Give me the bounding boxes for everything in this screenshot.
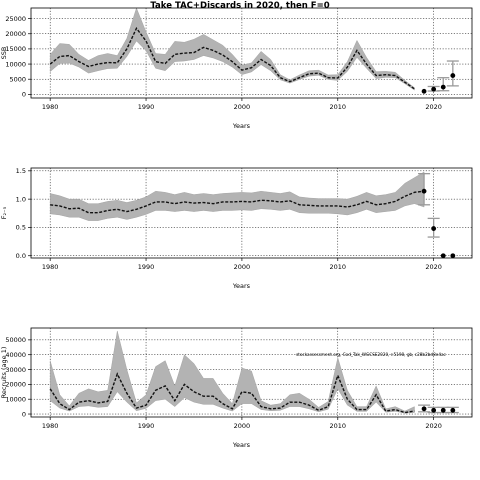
ssb-y-tick-label: 5000 [9, 76, 26, 84]
recruitment-estimate-line [49, 372, 415, 414]
recruitment-x-tick-label: 2010 [330, 422, 347, 430]
f-estimate-line [50, 190, 425, 214]
ssb-projection-point [431, 86, 437, 92]
f-y-tick-label: 1.0 [16, 195, 26, 203]
ssb-y-tick-label: 25000 [5, 15, 26, 23]
recruitment-projection [418, 404, 459, 414]
ssb-y-tick-label: 10000 [5, 60, 26, 68]
f-x-tick-label: 2000 [234, 263, 251, 271]
recruitment-projection-point [450, 407, 456, 413]
ssb-x-tick-label: 2000 [234, 103, 251, 111]
recruitment-projection-point [421, 406, 427, 412]
recruitment-x-ticks: 1980 1990 2000 2010 2020 [42, 417, 442, 430]
f-x-tick-label: 2020 [425, 263, 442, 271]
ssb-projection-point [440, 84, 446, 90]
recruitment-projection-point [440, 407, 446, 413]
recruitment-x-axis-label: Years [232, 441, 251, 449]
recruitment-confidence-band [49, 330, 415, 414]
ssb-confidence-band [49, 7, 415, 91]
recruitment-panel: 1980 1990 2000 2010 2020 0 10000 20000 30000 400… [0, 327, 473, 449]
f-x-ticks: 1980 1990 2000 2010 2020 [42, 258, 442, 271]
recruitment-projection-point [431, 407, 437, 413]
f-projection-point [450, 253, 456, 259]
ssb-projection [421, 60, 459, 94]
stockassessment-watermark: stockassessment.org, Cod_Tak_WGCSE2020, … [296, 352, 447, 357]
recruitment-x-tick-label: 2000 [234, 422, 251, 430]
ssb-x-ticks: 1980 1990 2000 2010 2020 [42, 98, 442, 111]
ssb-projection-point [450, 73, 456, 78]
ssb-x-tick-label: 1990 [138, 103, 155, 111]
ssb-x-tick-label: 2020 [425, 103, 442, 111]
ssb-y-axis-label: SSB [0, 47, 8, 60]
f-projection-point [421, 188, 427, 194]
recruitment-band-area [49, 330, 415, 414]
recruitment-y-tick-label: 0 [22, 410, 26, 418]
recruitment-x-tick-label: 2020 [425, 422, 442, 430]
f-panel: 1980 1990 2000 2010 2020 0.00.51.01.5 Years … [0, 167, 473, 290]
f-x-axis-label: Years [232, 282, 251, 290]
f-x-tick-label: 2010 [330, 263, 347, 271]
ssb-estimate-line [49, 26, 415, 90]
recruitment-y-tick-label: 50000 [5, 336, 26, 344]
ssb-band-area [49, 7, 415, 91]
ssb-estimate-series [49, 26, 415, 90]
f-y-tick-label: 0.0 [16, 252, 26, 260]
f-estimate-series [50, 190, 425, 214]
f-projection-point [440, 253, 446, 259]
f-y-tick-label: 1.5 [16, 167, 26, 175]
f-x-tick-label: 1990 [138, 263, 155, 271]
ssb-panel: 1980 1990 2000 2010 2020 0 5000 10000 15000 2000… [0, 7, 473, 130]
f-projection [418, 173, 456, 259]
recruitment-estimate-series [49, 372, 415, 414]
recruitment-y-ticks: 0 10000 20000 30000 40000 50000 [5, 336, 31, 418]
ssb-y-ticks: 0 5000 10000 15000 20000 25000 [5, 15, 31, 99]
ssb-y-tick-label: 20000 [5, 30, 26, 38]
ssb-projection-point [421, 88, 427, 94]
f-projection-point [431, 226, 437, 231]
recruitment-x-tick-label: 1980 [42, 422, 59, 430]
ssb-y-tick-label: 15000 [5, 45, 26, 53]
recruitment-y-tick-label: 40000 [5, 351, 26, 359]
figure-title: Take TAC+Discards in 2020, then F=0 [150, 1, 329, 11]
recruitment-y-axis-label: Recruits (age 1) [0, 347, 8, 399]
f-x-tick-label: 1980 [42, 263, 59, 271]
f-band-area [49, 171, 425, 221]
recruitment-x-tick-label: 1990 [138, 422, 155, 430]
ssb-y-tick-label: 0 [22, 91, 26, 99]
ssb-plot-frame [30, 7, 473, 99]
recruitment-y-tick-label: 20000 [5, 381, 26, 389]
f-y-ticks: 0.0 0.5 1.0 1.5 [16, 167, 31, 260]
recruitment-plot-frame [30, 327, 473, 418]
f-plot-frame [30, 167, 473, 259]
ssb-x-tick-label: 1980 [42, 103, 59, 111]
ssb-x-axis-label: Years [232, 122, 251, 130]
f-confidence-band [49, 171, 425, 221]
recruitment-y-tick-label: 30000 [5, 366, 26, 374]
f-y-tick-label: 0.5 [16, 224, 26, 232]
ssb-x-tick-label: 2010 [330, 103, 347, 111]
f-y-axis-label: F₂₋₅ [0, 206, 8, 219]
recruitment-y-tick-label: 10000 [5, 396, 26, 404]
